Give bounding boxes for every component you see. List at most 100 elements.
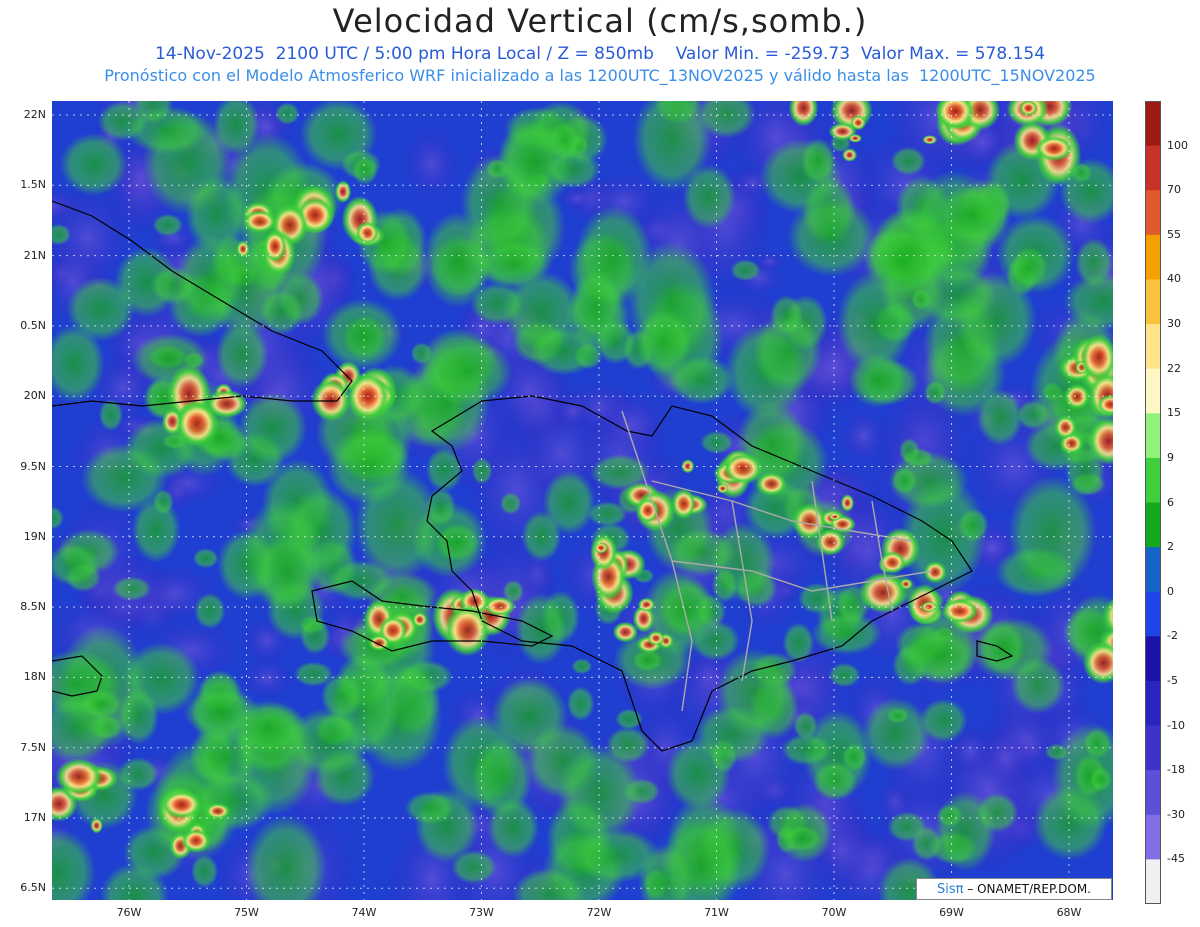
field-blob bbox=[542, 470, 596, 535]
latitude-label: 19N bbox=[23, 529, 46, 543]
field-blob bbox=[861, 697, 931, 771]
field-blob bbox=[499, 492, 522, 515]
colorbar-segment bbox=[1145, 502, 1161, 548]
graticule bbox=[52, 101, 1113, 900]
colorbar-label: 6 bbox=[1167, 495, 1174, 509]
province-borders bbox=[621, 410, 933, 712]
field-blob bbox=[723, 452, 764, 485]
colorbar-label: 55 bbox=[1167, 227, 1181, 241]
colorbar-label: -10 bbox=[1167, 718, 1185, 732]
field-blob bbox=[150, 266, 197, 305]
longitude-label: 69W bbox=[939, 906, 964, 919]
field-blob bbox=[587, 501, 628, 527]
longitude-label: 75W bbox=[234, 906, 259, 919]
field-blob bbox=[185, 175, 249, 254]
field-blob bbox=[355, 221, 379, 245]
field-blob bbox=[633, 85, 712, 191]
colorbar bbox=[1145, 101, 1161, 904]
colorbar-segment bbox=[1145, 725, 1161, 771]
field-blob bbox=[606, 726, 651, 764]
field-blob bbox=[192, 548, 219, 569]
field-blob bbox=[593, 388, 671, 460]
colorbar-label: -18 bbox=[1167, 763, 1185, 777]
field-blob bbox=[743, 477, 808, 540]
field-blob bbox=[637, 597, 656, 612]
field-blob bbox=[781, 733, 832, 766]
field-blob bbox=[412, 611, 428, 628]
field-blob bbox=[1075, 237, 1114, 288]
field-blob bbox=[176, 234, 244, 325]
field-blob bbox=[898, 630, 979, 683]
credit-box: Sisπ – ONAMET/REP.DOM. bbox=[916, 878, 1112, 900]
field-blob bbox=[444, 603, 491, 657]
colorbar-label: 30 bbox=[1167, 317, 1181, 331]
coastlines bbox=[51, 200, 1014, 752]
field-blob bbox=[1054, 415, 1077, 440]
field-blob bbox=[483, 596, 516, 616]
field-blob bbox=[858, 571, 907, 614]
cuba-coastline bbox=[51, 200, 353, 407]
colorbar-label: -2 bbox=[1167, 629, 1178, 643]
colorbar-segment bbox=[1145, 814, 1161, 860]
field-blob bbox=[521, 510, 562, 562]
field-blob bbox=[572, 828, 661, 883]
longitude-label: 73W bbox=[469, 906, 494, 919]
map-canvas bbox=[15, 49, 1162, 927]
colorbar-segment bbox=[1145, 636, 1161, 682]
longitude-label: 70W bbox=[821, 906, 847, 919]
field-blob bbox=[80, 443, 168, 513]
field-blob bbox=[238, 391, 308, 465]
field-blob bbox=[236, 240, 250, 258]
province-border bbox=[671, 560, 933, 592]
latitude-label: 18N bbox=[23, 670, 46, 684]
chart-title: Velocidad Vertical (cm/s,somb.) bbox=[332, 2, 868, 40]
field-blob bbox=[160, 790, 203, 819]
field-blob bbox=[850, 115, 866, 131]
field-blob bbox=[615, 708, 643, 730]
field-blob bbox=[842, 742, 867, 772]
field-blob bbox=[593, 542, 609, 554]
colorbar-segment bbox=[1145, 279, 1161, 325]
field-blob bbox=[1010, 656, 1066, 714]
field-blob bbox=[940, 598, 979, 624]
field-blob bbox=[422, 337, 513, 407]
field-blob bbox=[936, 804, 963, 827]
hispaniola-coastline bbox=[426, 395, 973, 752]
latitude-label: 6.5N bbox=[20, 881, 46, 895]
field-blob bbox=[204, 802, 231, 820]
field-blob bbox=[957, 508, 989, 542]
field-blob bbox=[112, 576, 152, 601]
field-blob bbox=[55, 758, 103, 796]
province-border bbox=[871, 500, 893, 612]
field-blob bbox=[923, 380, 947, 405]
latitude-label: 21N bbox=[23, 248, 46, 262]
field-blob bbox=[90, 817, 103, 834]
latitude-label: 8.5N bbox=[20, 600, 46, 614]
field-blob bbox=[612, 621, 639, 643]
field-blob bbox=[569, 269, 623, 342]
field-blob bbox=[754, 251, 785, 272]
field-blob bbox=[175, 400, 220, 448]
field-blob bbox=[131, 496, 181, 563]
latitude-label: 1.5N bbox=[20, 178, 46, 192]
field-blob bbox=[842, 148, 858, 162]
colorbar-segment bbox=[1145, 859, 1161, 904]
field-blob bbox=[811, 612, 883, 655]
field-blob bbox=[152, 213, 184, 237]
field-blob bbox=[668, 355, 735, 405]
field-blob bbox=[935, 92, 975, 130]
latitude-label: 0.5N bbox=[20, 318, 46, 332]
field-blob bbox=[60, 132, 128, 196]
field-blob bbox=[435, 523, 480, 562]
field-blob bbox=[792, 503, 827, 540]
field-blob bbox=[879, 551, 906, 574]
field-blob bbox=[660, 815, 743, 918]
field-blob bbox=[242, 209, 278, 234]
field-blob bbox=[647, 630, 665, 646]
longitude-label: 68W bbox=[1056, 906, 1082, 919]
colorbar-segment bbox=[1145, 547, 1161, 593]
field-blob bbox=[848, 133, 863, 143]
field-blob bbox=[557, 744, 642, 842]
field-blob bbox=[934, 790, 996, 872]
colorbar-label: 2 bbox=[1167, 540, 1174, 554]
